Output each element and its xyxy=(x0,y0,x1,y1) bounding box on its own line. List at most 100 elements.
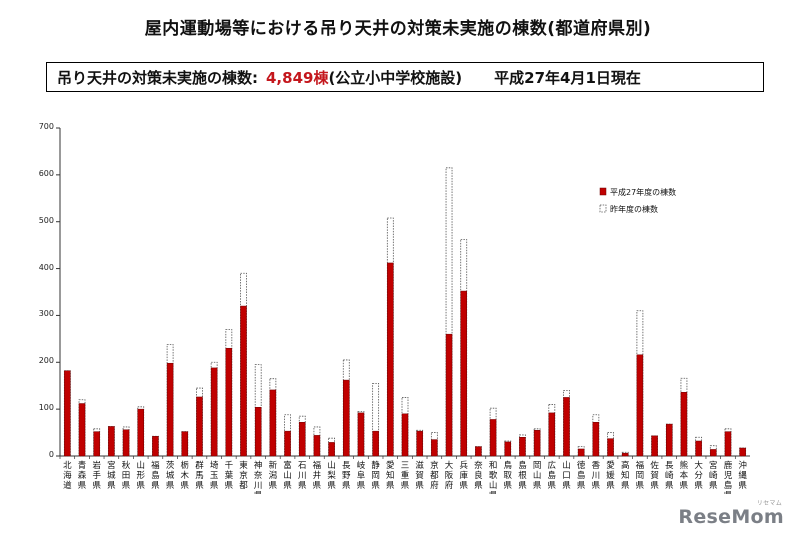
x-tick-label: 歌 xyxy=(489,470,498,481)
x-tick-label: 県 xyxy=(724,491,733,494)
y-tick-label: 300 xyxy=(38,309,54,319)
x-tick-label: 県 xyxy=(650,481,659,491)
x-tick-label: 長 xyxy=(665,461,674,471)
x-tick-label: 福 xyxy=(151,460,160,471)
x-tick-label: 広 xyxy=(548,460,557,471)
x-tick-label: 県 xyxy=(694,481,703,491)
bar-current xyxy=(284,430,291,457)
x-tick-label: 奈 xyxy=(254,470,263,481)
bar-current xyxy=(710,449,717,457)
x-tick-label: 県 xyxy=(78,481,87,491)
x-tick-label: 大 xyxy=(694,460,703,471)
summary-count: 4,849棟 xyxy=(266,68,329,87)
x-tick-label: 北 xyxy=(63,461,72,471)
x-tick-label: 県 xyxy=(371,481,380,491)
x-tick-label: 葉 xyxy=(225,470,234,481)
x-tick-label: 井 xyxy=(313,470,322,481)
x-tick-label: 野 xyxy=(342,471,351,481)
x-tick-label: 県 xyxy=(298,481,307,491)
x-tick-label: 木 xyxy=(181,470,190,481)
x-tick-label: 県 xyxy=(474,481,483,491)
bar-current xyxy=(504,441,512,457)
bar-current xyxy=(739,447,746,457)
chart-title: 屋内運動場等における吊り天井の対策未実施の棟数(都道府県別) xyxy=(144,19,652,39)
x-tick-label: 県 xyxy=(342,481,351,491)
bar-current xyxy=(695,440,702,457)
bar-current xyxy=(651,435,658,457)
bar-current xyxy=(533,429,541,457)
x-tick-label: 賀 xyxy=(415,470,424,481)
x-tick-label: 形 xyxy=(136,471,145,481)
x-tick-label: 県 xyxy=(709,481,718,491)
x-tick-label: 島 xyxy=(518,460,527,471)
x-tick-label: 県 xyxy=(92,481,101,491)
x-tick-label: 崎 xyxy=(709,470,718,481)
legend-previous-label: 昨年度の棟数 xyxy=(610,204,658,214)
x-tick-label: 山 xyxy=(136,460,145,471)
x-tick-label: 児 xyxy=(724,471,733,481)
y-tick-label: 200 xyxy=(38,356,54,366)
bar-current xyxy=(137,408,144,457)
x-tick-label: 長 xyxy=(342,461,351,471)
x-tick-label: 京 xyxy=(430,460,439,471)
y-tick-label: 700 xyxy=(38,122,54,131)
bar-current xyxy=(548,412,556,457)
bar-current xyxy=(269,389,277,457)
bar-current xyxy=(181,431,189,457)
bar-current xyxy=(122,429,130,457)
x-tick-label: 県 xyxy=(386,481,395,491)
bar-current xyxy=(210,367,218,457)
x-tick-label: 県 xyxy=(195,481,204,491)
y-tick-label: 600 xyxy=(38,168,54,178)
x-tick-label: 福 xyxy=(636,460,645,471)
x-tick-label: 馬 xyxy=(195,471,204,481)
bar-current xyxy=(196,396,203,457)
bar-current xyxy=(225,347,233,457)
chart-area: 北海道青森県岩手県宮城県秋田県山形県福島県茨城県栃木県群馬県埼玉県千葉県東京都神… xyxy=(39,116,768,494)
legend-current-label: 平成27年度の棟数 xyxy=(610,187,676,197)
x-tick-label: 川 xyxy=(592,471,601,481)
bar-current xyxy=(636,354,644,457)
logo-text: ReseMom xyxy=(678,506,784,528)
x-tick-label: 県 xyxy=(357,481,366,491)
x-tick-label: 栃 xyxy=(181,460,190,471)
x-tick-label: 岐 xyxy=(357,460,366,471)
x-tick-label: 重 xyxy=(401,470,410,481)
bar-current xyxy=(519,437,526,457)
bar-current xyxy=(108,426,115,457)
x-tick-label: 県 xyxy=(181,481,190,491)
x-tick-label: 城 xyxy=(107,471,116,481)
x-tick-label: 群 xyxy=(195,460,204,471)
x-tick-label: 富 xyxy=(283,460,292,471)
bar-current xyxy=(621,452,629,457)
x-tick-label: 良 xyxy=(474,470,483,481)
summary-box: 吊り天井の対策未実施の棟数: 4,849棟 (公立小中学校施設) 平成27年4月… xyxy=(46,62,764,92)
legend-current-swatch xyxy=(599,187,607,196)
x-tick-label: 三 xyxy=(401,461,410,471)
x-tick-label: 県 xyxy=(518,481,527,491)
x-tick-label: 府 xyxy=(445,480,454,491)
x-tick-label: 田 xyxy=(122,471,131,481)
x-tick-label: 東 xyxy=(239,460,248,471)
bar-current xyxy=(401,413,409,457)
x-tick-label: 本 xyxy=(680,470,689,481)
x-tick-label: 道 xyxy=(63,480,72,491)
x-tick-label: 愛 xyxy=(386,460,395,471)
x-tick-label: 知 xyxy=(386,470,395,481)
x-tick-label: 県 xyxy=(680,481,689,491)
bar-current xyxy=(328,442,335,457)
x-tick-label: 兵 xyxy=(459,460,468,471)
x-tick-label: 県 xyxy=(548,481,557,491)
bar-current xyxy=(313,435,321,457)
bar-current xyxy=(152,436,159,457)
x-tick-label: 福 xyxy=(313,460,322,471)
x-tick-label: 新 xyxy=(269,460,278,471)
bar-current xyxy=(64,370,71,457)
x-tick-label: 千 xyxy=(225,460,234,471)
x-tick-label: 岡 xyxy=(636,471,645,481)
logo-small-text: リセマム xyxy=(756,500,782,507)
summary-scope: (公立小中学校施設) xyxy=(328,68,463,87)
x-tick-label: 県 xyxy=(621,481,630,491)
x-tick-label: 高 xyxy=(621,460,630,471)
x-tick-label: 県 xyxy=(738,481,747,491)
